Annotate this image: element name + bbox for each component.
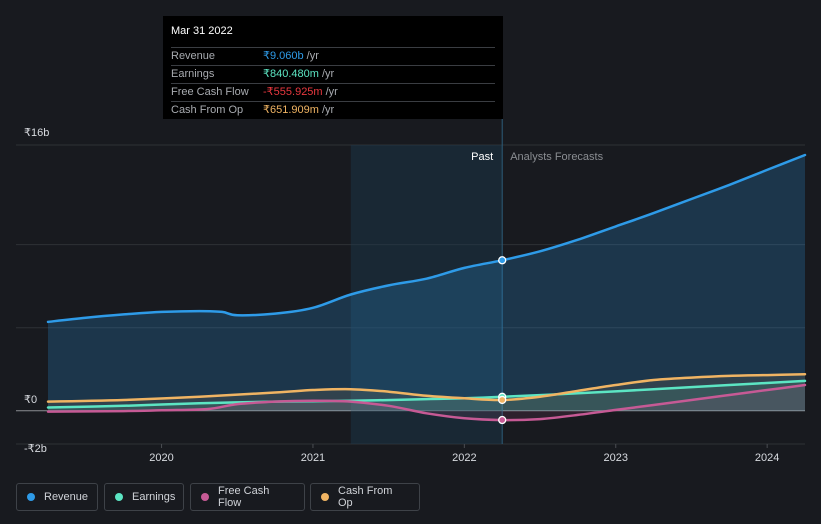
free-cash-flow-line [46,383,807,422]
x-tick-label: 2022 [452,452,476,464]
tooltip-label: Free Cash Flow [171,86,249,98]
tooltip-row-earnings: Earnings ₹840.480m /yr [171,65,495,83]
free-cash-flow-marker [498,415,507,425]
past-label: Past [471,151,493,163]
tooltip-row-cash-from-op: Cash From Op ₹651.909m /yr [171,101,495,119]
x-tick-label: 2024 [755,452,779,464]
legend-free-cash-flow[interactable]: Free Cash Flow [190,483,305,511]
y-axis-ticks: ₹16b ₹0 -₹2b [24,127,49,455]
tooltip-value: ₹840.480m [263,68,319,80]
legend-cash-from-op[interactable]: Cash From Op [310,483,420,511]
tooltip-value: ₹9.060b [263,50,304,62]
tooltip-date: Mar 31 2022 [171,25,233,37]
tooltip-row-free-cash-flow: Free Cash Flow -₹555.925m /yr [171,83,495,101]
tooltip-row-revenue: Revenue ₹9.060b /yr [171,47,495,65]
legend-earnings[interactable]: Earnings [104,483,184,511]
legend-revenue[interactable]: Revenue [16,483,98,511]
x-tick-label: 2023 [604,452,628,464]
y-tick-label: ₹0 [24,394,37,406]
y-tick-label: ₹16b [24,127,49,139]
current-markers [498,256,507,425]
past-period-highlight [350,145,503,444]
legend-label: Free Cash Flow [218,485,270,509]
forecast-label: Analysts Forecasts [510,151,603,163]
tooltip-unit: /yr [325,86,338,98]
x-tick-label: 2021 [301,452,325,464]
tooltip-unit: /yr [321,104,335,116]
revenue-area [48,155,805,411]
tooltip: Mar 31 2022 Revenue ₹9.060b /yr Earnings… [163,16,503,119]
revenue-marker [498,256,507,265]
tooltip-label: Earnings [171,68,215,80]
legend-dot-icon [27,493,35,501]
x-tick-label: 2020 [149,452,173,464]
tooltip-value: ₹651.909m [263,104,319,116]
revenue-line [46,153,807,324]
legend-label: Earnings [132,491,176,503]
legend-dot-icon [321,493,329,501]
legend-dot-icon [115,493,123,501]
cash-from-op-marker [498,395,507,405]
tooltip-value: -₹555.925m [263,86,323,98]
tooltip-unit: /yr [321,68,335,80]
y-tick-label: -₹2b [24,443,47,455]
series-lines [46,153,807,422]
earnings-line [46,379,807,409]
legend-dot-icon [201,493,209,501]
cash-from-op-line [46,372,807,403]
tooltip-label: Cash From Op [171,104,244,116]
tooltip-unit: /yr [306,50,319,62]
x-axis-ticks: 2020 2021 2022 2023 2024 [149,444,779,464]
legend-label: Revenue [44,491,89,503]
legend-label: Cash From Op [338,485,393,509]
tooltip-label: Revenue [171,50,216,62]
